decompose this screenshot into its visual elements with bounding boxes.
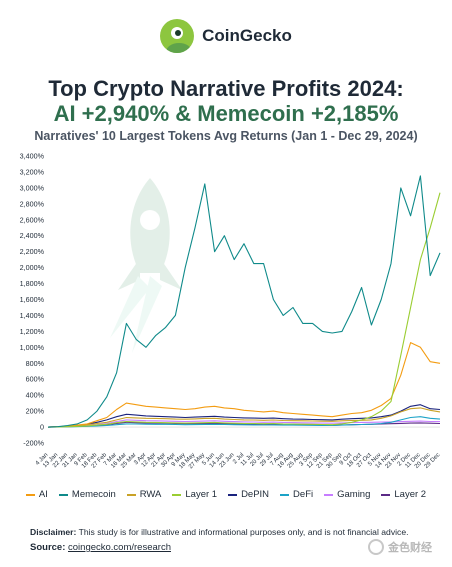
series-line-gaming [47, 419, 441, 428]
legend-item: DePIN [228, 489, 269, 500]
legend-item: RWA [126, 489, 162, 500]
legend-label: RWA [139, 489, 162, 500]
rocket-watermark-icon [110, 178, 182, 353]
gecko-logo-icon [160, 19, 195, 53]
y-tick-label: 1,200% [20, 327, 45, 336]
watermark-text: 金色财经 [388, 542, 432, 554]
legend-label: Gaming [337, 489, 371, 500]
legend-label: Layer 2 [394, 489, 427, 500]
y-tick-label: 0 [40, 423, 44, 432]
y-tick-label: 200% [26, 407, 45, 416]
legend-item: DeFi [280, 489, 313, 500]
legend-item: Layer 2 [381, 489, 426, 500]
legend-swatch [324, 493, 334, 496]
y-tick-label: 1,600% [20, 295, 45, 304]
source-label: Source: [30, 542, 66, 553]
legend-swatch [381, 493, 391, 496]
series-line-layer-1 [47, 192, 441, 428]
y-tick-label: 2,000% [20, 263, 45, 272]
legend-label: DeFi [293, 489, 314, 500]
series-line-rwa [47, 407, 441, 428]
legend-swatch [126, 493, 136, 496]
y-tick-label: 1,000% [20, 343, 45, 352]
y-tick-label: 2,600% [20, 215, 45, 224]
legend-item: Layer 1 [172, 489, 217, 500]
disclaimer-label: Disclaimer: [30, 527, 77, 537]
y-tick-label: 800% [26, 359, 45, 368]
y-tick-label: 3,000% [20, 183, 45, 192]
chart-legend: AI Memecoin RWA Layer 1 DePIN DeFi Gaming Layer… [0, 489, 452, 500]
series-line-memecoin [47, 175, 441, 428]
y-tick-label: 400% [26, 391, 45, 400]
y-tick-label: 3,200% [20, 167, 45, 176]
legend-label: DePIN [241, 489, 270, 500]
legend-swatch [58, 493, 68, 496]
series-line-defi [47, 416, 441, 428]
y-tick-label: 2,200% [20, 247, 45, 256]
y-tick-label: 3,400% [20, 152, 45, 161]
source: Source: coingecko.com/research [30, 542, 171, 553]
y-tick-label: 2,400% [20, 231, 45, 240]
legend-label: AI [38, 489, 48, 500]
brand-logo: CoinGecko [0, 16, 452, 56]
disclaimer: Disclaimer: This study is for illustrati… [30, 527, 440, 537]
legend-swatch [25, 493, 35, 496]
brand-name: CoinGecko [202, 26, 292, 45]
legend-swatch [228, 493, 238, 496]
y-tick-label: 2,800% [20, 199, 45, 208]
legend-swatch [172, 493, 182, 496]
legend-label: Memecoin [71, 489, 116, 500]
disclaimer-text: This study is for illustrative and infor… [78, 527, 409, 537]
chart-subtitle: AI +2,940% & Memecoin +2,185% [53, 101, 399, 126]
series-line-ai [47, 342, 441, 428]
chart-title: Top Crypto Narrative Profits 2024: [48, 76, 404, 101]
legend-label: Layer 1 [185, 489, 218, 500]
legend-item: Memecoin [58, 489, 116, 500]
y-tick-label: -200% [23, 439, 44, 448]
y-tick-label: 1,400% [20, 311, 45, 320]
series-line-depin [47, 404, 441, 428]
watermark: 金色财经 [368, 539, 432, 555]
chart-caption: Narratives' 10 Largest Tokens Avg Return… [34, 129, 418, 143]
watermark-logo-icon [368, 539, 384, 555]
y-tick-label: 600% [26, 375, 45, 384]
legend-item: Gaming [324, 489, 370, 500]
legend-swatch [280, 493, 290, 496]
legend-item: AI [25, 489, 48, 500]
y-tick-label: 1,800% [20, 279, 45, 288]
source-link[interactable]: coingecko.com/research [68, 542, 171, 553]
line-chart: 3,400% 3,200% 3,000% 2,800% 2,600% 2,400% 2,20… [20, 152, 442, 471]
